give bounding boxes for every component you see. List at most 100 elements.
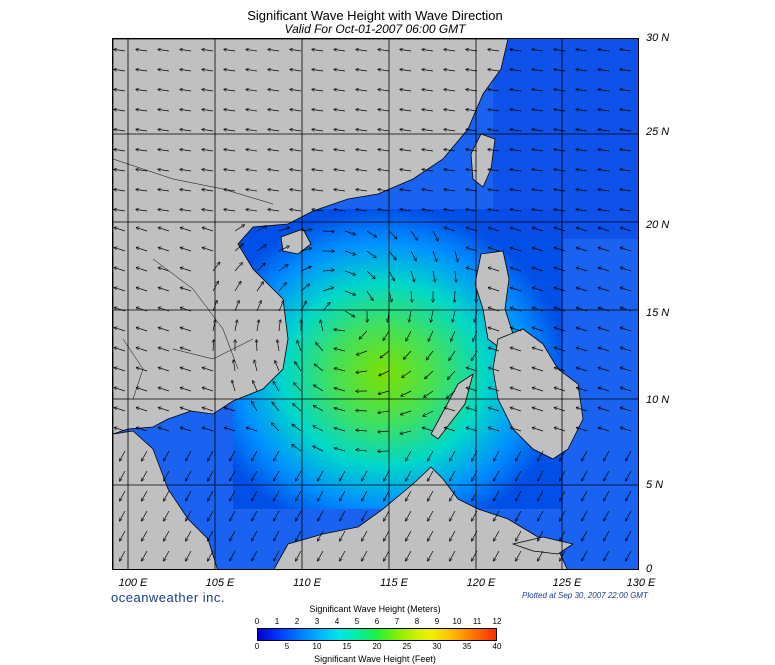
- direction-arrow: [137, 388, 148, 392]
- direction-arrow: [314, 364, 324, 372]
- direction-arrow: [334, 330, 346, 332]
- direction-arrow: [577, 428, 588, 432]
- direction-arrow: [532, 89, 544, 91]
- direction-arrow: [445, 428, 456, 432]
- feet-tick: 35: [462, 642, 472, 651]
- direction-arrow: [599, 248, 610, 252]
- direction-arrow: [181, 268, 192, 272]
- direction-arrow: [246, 169, 258, 171]
- direction-arrow: [158, 49, 170, 51]
- feet-tick: 20: [372, 642, 382, 651]
- direction-arrow: [268, 189, 280, 191]
- lon-label: 110 E: [293, 577, 321, 589]
- direction-arrow: [274, 470, 280, 481]
- direction-arrow: [356, 69, 368, 71]
- direction-arrow: [137, 308, 148, 312]
- direction-arrow: [576, 109, 588, 111]
- direction-arrow: [406, 550, 412, 561]
- direction-arrow: [400, 209, 412, 211]
- direction-arrow: [576, 129, 588, 131]
- borders: [113, 158, 274, 400]
- direction-arrow: [510, 109, 522, 111]
- meter-tick: 7: [394, 617, 400, 626]
- direction-arrow: [256, 340, 257, 352]
- direction-arrow: [137, 288, 148, 292]
- direction-arrow: [356, 450, 368, 451]
- direction-arrow: [621, 428, 632, 432]
- direction-arrow: [234, 320, 237, 332]
- direction-arrow: [620, 149, 632, 151]
- direction-arrow: [467, 428, 478, 432]
- direction-arrow: [555, 388, 566, 392]
- direction-arrow: [467, 248, 478, 252]
- direction-arrow: [274, 550, 280, 561]
- direction-arrows: [114, 49, 632, 561]
- direction-arrow: [137, 268, 148, 272]
- direction-arrow: [290, 149, 302, 151]
- lat-label: 5 N: [646, 479, 664, 491]
- direction-arrow: [334, 189, 346, 191]
- direction-arrow: [450, 450, 456, 461]
- direction-arrow: [314, 385, 324, 392]
- direction-arrow: [136, 69, 148, 71]
- lon-label: 130 E: [626, 577, 656, 589]
- direction-arrow: [164, 550, 170, 561]
- feet-tick: 25: [402, 642, 412, 651]
- direction-arrow: [158, 109, 170, 111]
- direction-arrow: [316, 343, 324, 352]
- direction-arrow: [560, 550, 566, 561]
- direction-arrow: [300, 267, 311, 272]
- direction-arrow: [378, 109, 390, 111]
- direction-arrow: [186, 510, 192, 521]
- direction-arrow: [137, 348, 148, 352]
- direction-arrow: [582, 530, 588, 541]
- direction-arrow: [422, 149, 434, 151]
- direction-arrow: [257, 320, 259, 332]
- direction-arrow: [488, 209, 500, 211]
- direction-arrow: [428, 490, 434, 501]
- direction-arrow: [604, 490, 610, 501]
- direction-arrow: [384, 510, 390, 521]
- direction-arrow: [230, 510, 236, 521]
- direction-arrow: [406, 330, 412, 341]
- direction-arrow: [203, 388, 214, 392]
- direction-arrow: [181, 408, 192, 412]
- direction-arrow: [598, 49, 610, 51]
- direction-arrow: [180, 169, 192, 171]
- direction-arrow: [164, 470, 170, 481]
- direction-arrow: [142, 470, 148, 481]
- direction-arrow: [142, 530, 148, 541]
- direction-arrow: [410, 250, 416, 261]
- direction-arrow: [621, 368, 632, 372]
- direction-arrow: [313, 426, 324, 432]
- lat-label: 25 N: [646, 126, 670, 138]
- direction-arrow: [577, 268, 588, 272]
- direction-arrow: [292, 424, 302, 432]
- direction-arrow: [576, 49, 588, 51]
- direction-arrow: [136, 109, 148, 111]
- direction-arrow: [246, 49, 258, 51]
- direction-arrow: [159, 368, 170, 372]
- direction-arrow: [158, 189, 170, 191]
- direction-arrow: [256, 245, 266, 252]
- direction-arrow: [225, 408, 236, 412]
- direction-arrow: [334, 209, 346, 211]
- direction-arrow: [410, 270, 414, 282]
- direction-arrow: [208, 510, 214, 521]
- direction-arrow: [120, 530, 126, 541]
- direction-arrow: [604, 450, 610, 461]
- direction-arrow: [582, 470, 588, 481]
- direction-arrow: [186, 470, 192, 481]
- direction-arrow: [466, 169, 478, 171]
- direction-arrow: [232, 381, 236, 392]
- direction-arrow: [554, 49, 566, 51]
- direction-arrow: [472, 490, 478, 501]
- direction-arrow: [252, 470, 258, 481]
- direction-arrow: [378, 49, 390, 51]
- direction-arrow: [312, 149, 324, 151]
- direction-arrow: [489, 428, 500, 432]
- lat-label: 10 N: [646, 394, 670, 406]
- direction-arrow: [422, 109, 434, 111]
- direction-arrow: [252, 401, 258, 412]
- direction-arrow: [362, 510, 368, 521]
